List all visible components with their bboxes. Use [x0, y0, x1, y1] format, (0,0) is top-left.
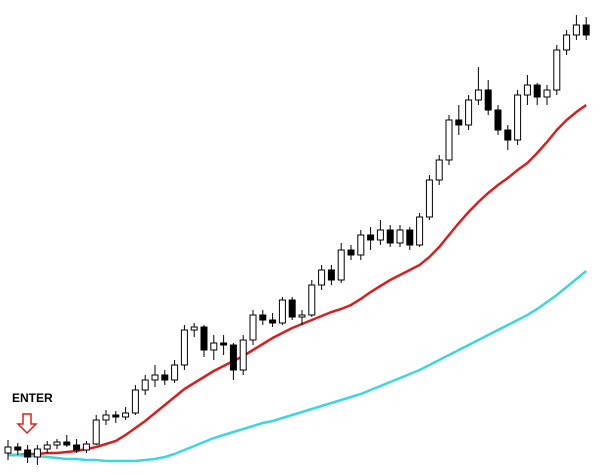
candle-body — [318, 269, 326, 286]
candle-body — [298, 314, 306, 318]
candle-body — [445, 119, 453, 161]
enter-arrow — [16, 413, 38, 435]
candle-body — [308, 284, 316, 316]
candle-body — [220, 342, 228, 346]
candle-body — [141, 379, 149, 391]
candle-body — [553, 49, 561, 91]
candle-body — [161, 374, 169, 381]
candle-body — [63, 441, 71, 446]
candle-body — [357, 234, 365, 256]
candle-body — [269, 319, 277, 324]
candle-body — [435, 159, 443, 181]
candle-body — [200, 326, 208, 351]
candle-body — [533, 84, 541, 98]
candle-body — [367, 234, 375, 241]
candle-body — [112, 414, 120, 418]
candle-body — [563, 34, 571, 51]
candle-body — [14, 446, 22, 451]
candle-body — [102, 414, 110, 421]
candle-body — [582, 24, 590, 36]
candle-body — [151, 374, 159, 381]
candle-body — [396, 229, 404, 244]
candle-body — [425, 179, 433, 218]
candle-body — [347, 249, 355, 256]
annotation: ENTER — [12, 391, 53, 405]
candle-body — [465, 99, 473, 126]
candle-body — [494, 109, 502, 131]
candle-body — [4, 446, 12, 454]
candle-body — [523, 84, 531, 96]
candle-body — [259, 314, 267, 321]
candle-body — [327, 269, 335, 281]
candle-body — [406, 229, 414, 246]
candle-body — [171, 364, 179, 381]
candle-body — [229, 344, 237, 371]
candle-body — [376, 229, 384, 241]
candle-body — [190, 326, 198, 331]
moving-average — [8, 270, 587, 463]
candle-body — [337, 249, 345, 281]
candle-body — [455, 119, 463, 126]
candle-body — [386, 229, 394, 244]
candle-body — [514, 94, 522, 141]
candle-body — [288, 299, 296, 318]
candle-body — [543, 89, 551, 98]
candle-body — [484, 89, 492, 111]
candle-body — [210, 342, 218, 351]
candle-body — [572, 24, 580, 36]
candle-body — [239, 339, 247, 371]
candle-body — [249, 314, 257, 341]
candle-body — [73, 444, 81, 451]
candle-body — [416, 216, 424, 246]
candle-body — [122, 412, 130, 418]
candle-body — [53, 441, 61, 446]
candle-body — [474, 89, 482, 101]
candle-body — [82, 443, 90, 451]
candle-body — [24, 449, 32, 458]
candle-body — [131, 389, 139, 414]
candle-body — [92, 419, 100, 445]
candle-body — [43, 444, 51, 450]
moving-average — [8, 103, 587, 457]
candle-body — [33, 448, 41, 458]
candle-body — [278, 299, 286, 324]
candle-body — [180, 329, 188, 366]
candle-body — [504, 129, 512, 141]
